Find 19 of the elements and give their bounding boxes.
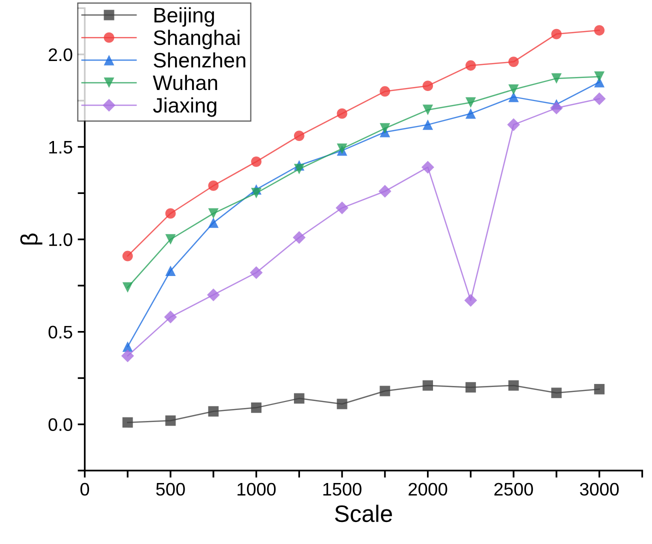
x-tick-label: 0	[80, 482, 90, 496]
legend-label: Beijing	[154, 7, 214, 27]
y-tick-label: 2.0	[48, 48, 72, 62]
x-tick-label: 1500	[323, 482, 362, 496]
x-tick-label: 500	[156, 482, 185, 496]
y-tick-label: 1.0	[49, 233, 72, 246]
legend-label: Wuhan	[152, 74, 218, 90]
legend-label: Shenzhen	[154, 52, 246, 68]
legend-label: Shanghai	[154, 30, 240, 50]
y-tick-label: 0.5	[48, 326, 72, 339]
x-tick-label: 2000	[408, 482, 448, 496]
x-tick-label: 2500	[494, 482, 533, 496]
y-axis-title: β	[20, 234, 42, 245]
legend-label: Jiaxing	[153, 97, 216, 117]
y-tick-label: 0.0	[48, 418, 72, 432]
x-axis-title: Scale	[335, 504, 392, 522]
x-tick-label: 3000	[580, 482, 619, 496]
x-tick-label: 1000	[238, 482, 276, 496]
y-tick-label: 1.5	[49, 141, 72, 154]
